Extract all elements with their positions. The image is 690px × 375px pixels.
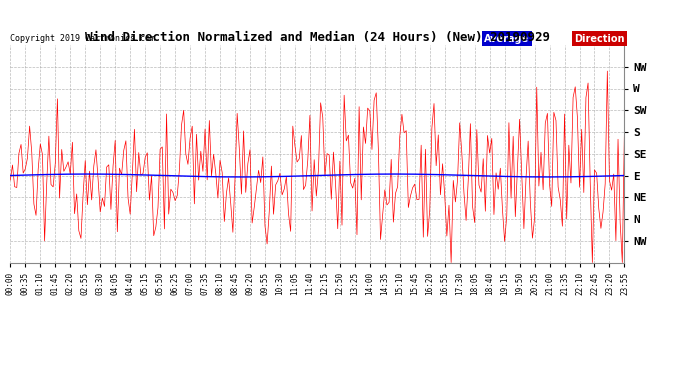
Title: Wind Direction Normalized and Median (24 Hours) (New) 20190929: Wind Direction Normalized and Median (24… bbox=[85, 31, 550, 44]
Text: Direction: Direction bbox=[574, 34, 624, 44]
Text: Average: Average bbox=[484, 34, 529, 44]
Text: Copyright 2019 Cartronics.com: Copyright 2019 Cartronics.com bbox=[10, 34, 155, 43]
